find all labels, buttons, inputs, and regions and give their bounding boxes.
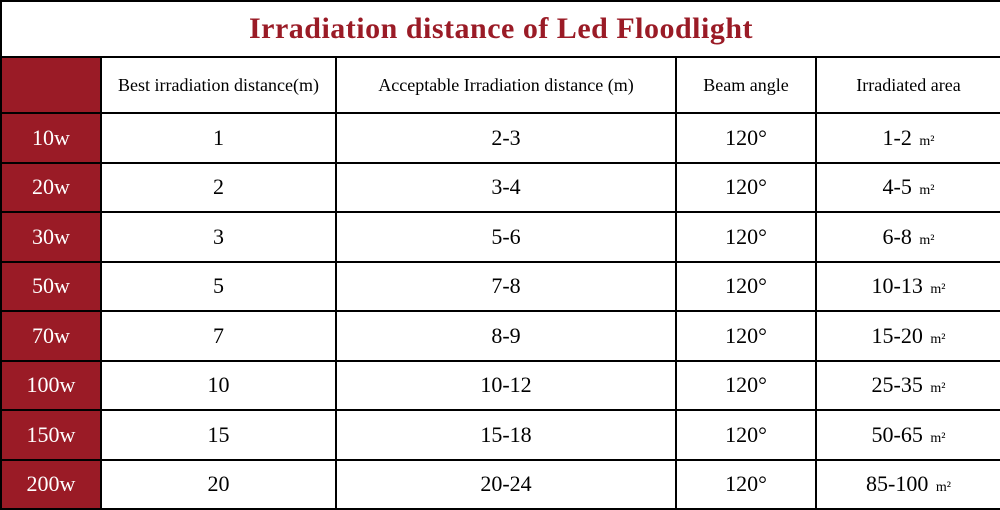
irradiated-area-cell: 50-65 m² xyxy=(816,410,1000,460)
table-wrapper: Irradiation distance of Led Floodlight B… xyxy=(0,0,1000,510)
floodlight-table: Irradiation distance of Led Floodlight B… xyxy=(0,0,1000,510)
acceptable-distance-cell: 8-9 xyxy=(336,311,676,361)
best-distance-cell: 15 xyxy=(101,410,336,460)
area-value: 50-65 xyxy=(872,422,923,447)
beam-angle-cell: 120° xyxy=(676,113,816,163)
best-distance-cell: 3 xyxy=(101,212,336,262)
header-beam-angle: Beam angle xyxy=(676,57,816,113)
area-unit: m² xyxy=(930,381,945,396)
irradiated-area-cell: 1-2 m² xyxy=(816,113,1000,163)
area-value: 85-100 xyxy=(866,471,928,496)
area-unit: m² xyxy=(919,134,934,149)
header-irradiated-area: Irradiated area xyxy=(816,57,1000,113)
irradiated-area-cell: 15-20 m² xyxy=(816,311,1000,361)
area-unit: m² xyxy=(919,233,934,248)
area-unit: m² xyxy=(930,332,945,347)
acceptable-distance-cell: 15-18 xyxy=(336,410,676,460)
acceptable-distance-cell: 5-6 xyxy=(336,212,676,262)
header-acceptable-distance: Acceptable Irradiation distance (m) xyxy=(336,57,676,113)
area-value: 4-5 xyxy=(883,174,912,199)
acceptable-distance-cell: 20-24 xyxy=(336,460,676,510)
best-distance-cell: 1 xyxy=(101,113,336,163)
beam-angle-cell: 120° xyxy=(676,311,816,361)
table-title: Irradiation distance of Led Floodlight xyxy=(1,1,1000,57)
irradiated-area-cell: 6-8 m² xyxy=(816,212,1000,262)
irradiated-area-cell: 10-13 m² xyxy=(816,262,1000,312)
wattage-label: 20w xyxy=(1,163,101,213)
beam-angle-cell: 120° xyxy=(676,262,816,312)
area-value: 15-20 xyxy=(872,323,923,348)
best-distance-cell: 20 xyxy=(101,460,336,510)
title-row: Irradiation distance of Led Floodlight xyxy=(1,1,1000,57)
irradiated-area-cell: 25-35 m² xyxy=(816,361,1000,411)
header-best-distance: Best irradiation distance(m) xyxy=(101,57,336,113)
best-distance-cell: 7 xyxy=(101,311,336,361)
wattage-label: 70w xyxy=(1,311,101,361)
area-unit: m² xyxy=(930,431,945,446)
wattage-label: 200w xyxy=(1,460,101,510)
beam-angle-cell: 120° xyxy=(676,163,816,213)
table-row: 100w1010-12120°25-35 m² xyxy=(1,361,1000,411)
area-unit: m² xyxy=(930,282,945,297)
acceptable-distance-cell: 2-3 xyxy=(336,113,676,163)
table-row: 50w57-8120°10-13 m² xyxy=(1,262,1000,312)
acceptable-distance-cell: 10-12 xyxy=(336,361,676,411)
wattage-label: 150w xyxy=(1,410,101,460)
table-row: 70w78-9120°15-20 m² xyxy=(1,311,1000,361)
best-distance-cell: 5 xyxy=(101,262,336,312)
header-row: Best irradiation distance(m) Acceptable … xyxy=(1,57,1000,113)
best-distance-cell: 2 xyxy=(101,163,336,213)
table-row: 200w2020-24120°85-100 m² xyxy=(1,460,1000,510)
irradiated-area-cell: 4-5 m² xyxy=(816,163,1000,213)
acceptable-distance-cell: 7-8 xyxy=(336,262,676,312)
area-value: 6-8 xyxy=(883,224,912,249)
table-row: 30w35-6120°6-8 m² xyxy=(1,212,1000,262)
best-distance-cell: 10 xyxy=(101,361,336,411)
wattage-label: 100w xyxy=(1,361,101,411)
beam-angle-cell: 120° xyxy=(676,361,816,411)
wattage-label: 10w xyxy=(1,113,101,163)
beam-angle-cell: 120° xyxy=(676,460,816,510)
area-unit: m² xyxy=(936,480,951,495)
table-row: 10w12-3120°1-2 m² xyxy=(1,113,1000,163)
irradiated-area-cell: 85-100 m² xyxy=(816,460,1000,510)
beam-angle-cell: 120° xyxy=(676,410,816,460)
acceptable-distance-cell: 3-4 xyxy=(336,163,676,213)
wattage-label: 50w xyxy=(1,262,101,312)
area-value: 10-13 xyxy=(872,273,923,298)
header-blank xyxy=(1,57,101,113)
wattage-label: 30w xyxy=(1,212,101,262)
area-unit: m² xyxy=(919,183,934,198)
beam-angle-cell: 120° xyxy=(676,212,816,262)
area-value: 1-2 xyxy=(883,125,912,150)
area-value: 25-35 xyxy=(872,372,923,397)
table-row: 150w1515-18120°50-65 m² xyxy=(1,410,1000,460)
table-row: 20w23-4120°4-5 m² xyxy=(1,163,1000,213)
